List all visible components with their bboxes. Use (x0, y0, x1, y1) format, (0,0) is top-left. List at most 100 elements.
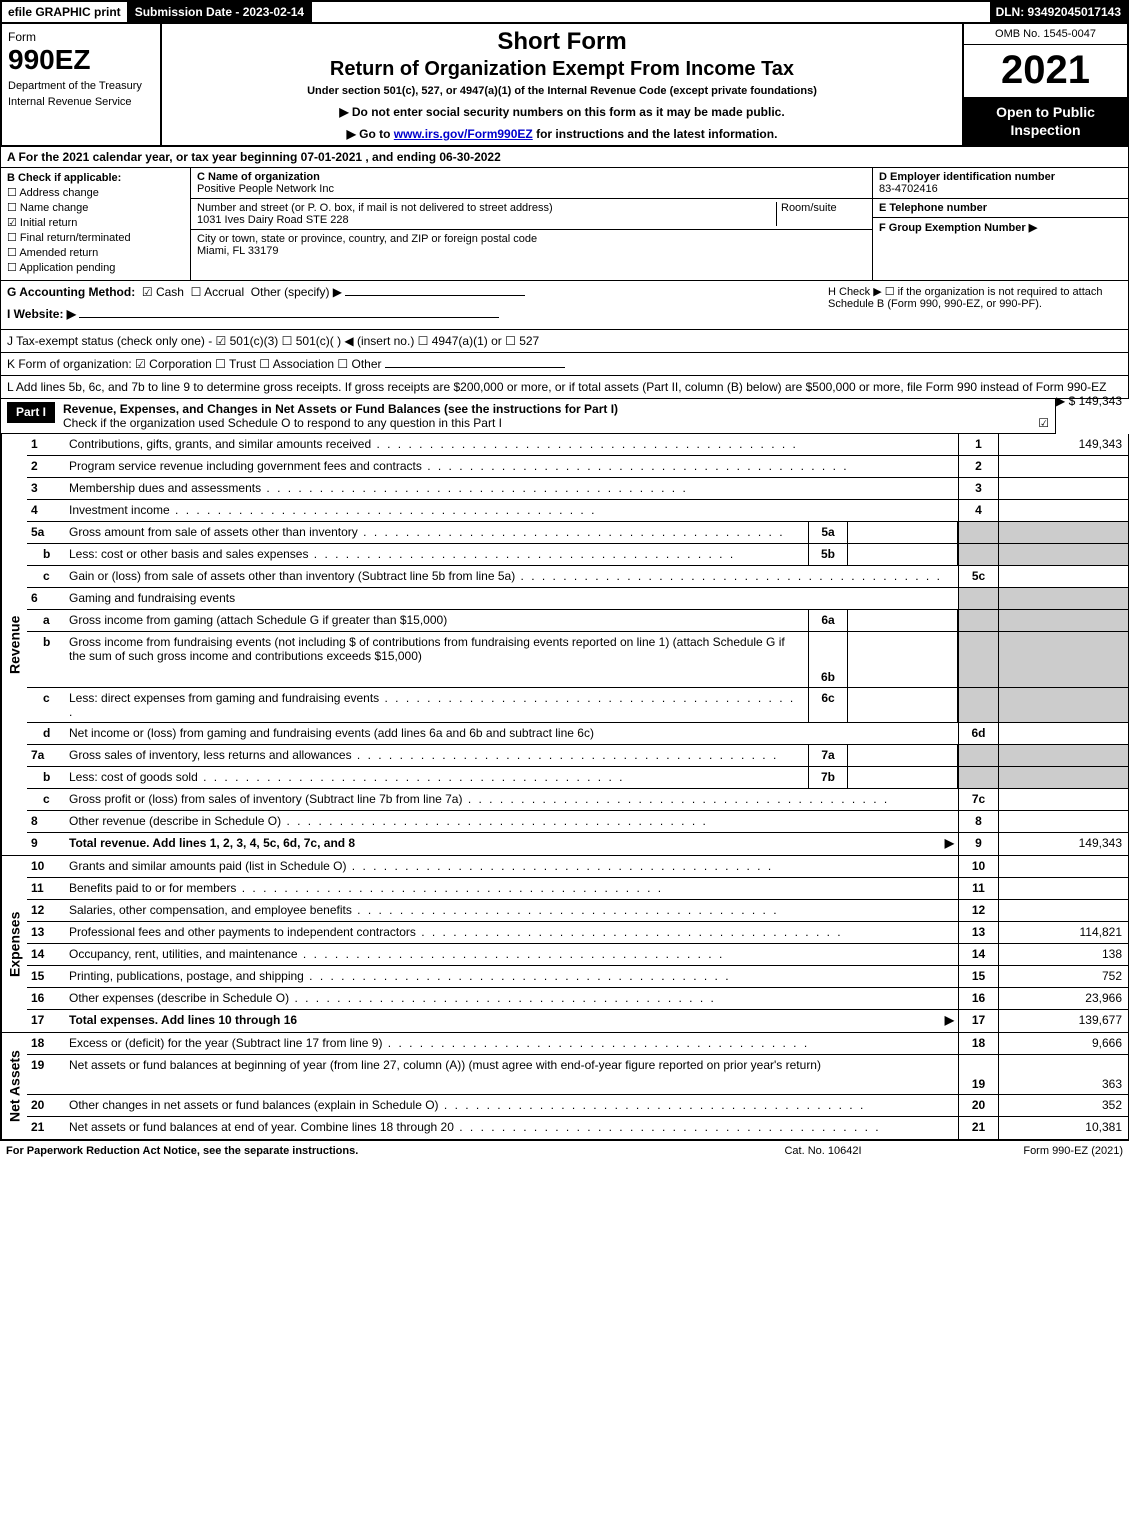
line-6: 6Gaming and fundraising events (27, 588, 1128, 610)
line-8: 8Other revenue (describe in Schedule O)8 (27, 811, 1128, 833)
line-5c: cGain or (loss) from sale of assets othe… (27, 566, 1128, 588)
group-exemption-row: F Group Exemption Number ▶ (873, 218, 1128, 237)
submission-date-label: Submission Date - 2023-02-14 (129, 2, 312, 22)
city-value: Miami, FL 33179 (197, 245, 279, 257)
block-g-h-i: G Accounting Method: ☑ Cash ☐ Accrual Ot… (0, 281, 1129, 330)
line-3: 3Membership dues and assessments3 (27, 478, 1128, 500)
expenses-section: Expenses 10Grants and similar amounts pa… (0, 856, 1129, 1033)
col-c-org-info: C Name of organization Positive People N… (191, 168, 873, 280)
tax-year: 2021 (964, 45, 1127, 97)
line-12: 12Salaries, other compensation, and empl… (27, 900, 1128, 922)
form-number: 990EZ (8, 44, 154, 76)
org-name-value: Positive People Network Inc (197, 183, 334, 195)
line-6b: bGross income from fundraising events (n… (27, 632, 1128, 688)
org-city-row: City or town, state or province, country… (191, 230, 872, 260)
goto-post: for instructions and the latest informat… (533, 127, 778, 141)
gi-left: G Accounting Method: ☑ Cash ☐ Accrual Ot… (7, 285, 822, 325)
g-other[interactable]: Other (specify) ▶ (251, 285, 342, 299)
j-text: J Tax-exempt status (check only one) - ☑… (7, 334, 539, 348)
g-other-blank[interactable] (345, 295, 525, 296)
org-name-label: C Name of organization (197, 171, 320, 183)
arrow-icon: ▶ (945, 836, 954, 850)
room-suite-label: Room/suite (781, 202, 837, 214)
line-14: 14Occupancy, rent, utilities, and mainte… (27, 944, 1128, 966)
line-9: 9Total revenue. Add lines 1, 2, 3, 4, 5c… (27, 833, 1128, 855)
website-blank[interactable] (79, 317, 499, 318)
line-2: 2Program service revenue including gover… (27, 456, 1128, 478)
col-b-checkboxes: B Check if applicable: ☐ Address change … (1, 168, 191, 280)
page-footer: For Paperwork Reduction Act Notice, see … (0, 1140, 1129, 1161)
address-value: 1031 Ives Dairy Road STE 228 (197, 214, 349, 226)
omb-number: OMB No. 1545-0047 (964, 24, 1127, 45)
line-11: 11Benefits paid to or for members11 (27, 878, 1128, 900)
chk-initial-return[interactable]: ☑ Initial return (7, 216, 184, 229)
part-i-check[interactable]: ☑ (1038, 416, 1049, 430)
chk-application-pending[interactable]: ☐ Application pending (7, 261, 184, 274)
block-l-gross-receipts: L Add lines 5b, 6c, and 7b to line 9 to … (0, 376, 1129, 399)
k-other-blank[interactable] (385, 367, 565, 368)
group-exemption-label: F Group Exemption Number ▶ (879, 222, 1037, 234)
form-word: Form (8, 30, 154, 44)
accounting-method-line: G Accounting Method: ☑ Cash ☐ Accrual Ot… (7, 285, 822, 299)
goto-pre: ▶ Go to (347, 127, 394, 141)
irs-link[interactable]: www.irs.gov/Form990EZ (394, 127, 533, 141)
net-assets-section: Net Assets 18Excess or (deficit) for the… (0, 1033, 1129, 1140)
city-label: City or town, state or province, country… (197, 233, 537, 245)
title-short-form: Short Form (170, 28, 954, 56)
g-accrual[interactable]: Accrual (204, 285, 244, 299)
address-label: Number and street (or P. O. box, if mail… (197, 202, 553, 214)
arrow-icon: ▶ (945, 1013, 954, 1027)
net-assets-table: 18Excess or (deficit) for the year (Subt… (27, 1033, 1128, 1139)
line-10: 10Grants and similar amounts paid (list … (27, 856, 1128, 878)
form-990ez-footer: Form 990-EZ (2021) (923, 1145, 1123, 1157)
line-21: 21Net assets or fund balances at end of … (27, 1117, 1128, 1139)
line-5a: 5aGross amount from sale of assets other… (27, 522, 1128, 544)
line-4: 4Investment income4 (27, 500, 1128, 522)
row-a-tax-year: A For the 2021 calendar year, or tax yea… (0, 147, 1129, 168)
chk-final-return[interactable]: ☐ Final return/terminated (7, 231, 184, 244)
chk-amended-return[interactable]: ☐ Amended return (7, 246, 184, 259)
line-7a: 7aGross sales of inventory, less returns… (27, 745, 1128, 767)
paperwork-notice: For Paperwork Reduction Act Notice, see … (6, 1145, 723, 1157)
line-7b: bLess: cost of goods sold7b (27, 767, 1128, 789)
part-i-title: Revenue, Expenses, and Changes in Net As… (63, 402, 618, 416)
ein-value: 83-4702416 (879, 183, 938, 195)
block-j-tax-exempt: J Tax-exempt status (check only one) - ☑… (0, 330, 1129, 353)
g-cash[interactable]: Cash (156, 285, 184, 299)
telephone-label: E Telephone number (879, 202, 987, 214)
chk-address-change[interactable]: ☐ Address change (7, 186, 184, 199)
website-line: I Website: ▶ (7, 307, 822, 321)
part-i-header-row: Part I Revenue, Expenses, and Changes in… (0, 399, 1056, 434)
col-b-header: B Check if applicable: (7, 172, 121, 184)
line-1: 1Contributions, gifts, grants, and simil… (27, 434, 1128, 456)
org-address-row: Number and street (or P. O. box, if mail… (191, 199, 872, 230)
col-d-e-f: D Employer identification number 83-4702… (873, 168, 1128, 280)
dept-irs: Internal Revenue Service (8, 96, 154, 108)
line-13: 13Professional fees and other payments t… (27, 922, 1128, 944)
revenue-table: 1Contributions, gifts, grants, and simil… (27, 434, 1128, 855)
line-6d: dNet income or (loss) from gaming and fu… (27, 723, 1128, 745)
org-name-row: C Name of organization Positive People N… (191, 168, 872, 199)
revenue-section: Revenue 1Contributions, gifts, grants, a… (0, 434, 1129, 856)
expenses-table: 10Grants and similar amounts paid (list … (27, 856, 1128, 1032)
chk-name-change[interactable]: ☐ Name change (7, 201, 184, 214)
expenses-side-label: Expenses (1, 856, 27, 1032)
open-public-inspection: Open to Public Inspection (964, 97, 1127, 145)
line-18: 18Excess or (deficit) for the year (Subt… (27, 1033, 1128, 1055)
telephone-row: E Telephone number (873, 199, 1128, 218)
part-i-sub: Check if the organization used Schedule … (63, 416, 502, 430)
line-7c: cGross profit or (loss) from sales of in… (27, 789, 1128, 811)
ein-label: D Employer identification number (879, 171, 1055, 183)
row-a-text: A For the 2021 calendar year, or tax yea… (7, 150, 501, 164)
form-header: Form 990EZ Department of the Treasury In… (0, 24, 1129, 147)
header-subtitle: Under section 501(c), 527, or 4947(a)(1)… (170, 85, 954, 97)
block-k-form-org: K Form of organization: ☑ Corporation ☐ … (0, 353, 1129, 376)
l-value: ▶ $ 149,343 (1056, 394, 1122, 408)
header-ssn-warning: ▶ Do not enter social security numbers o… (170, 105, 954, 119)
block-b-through-f: B Check if applicable: ☐ Address change … (0, 168, 1129, 281)
line-6c: cLess: direct expenses from gaming and f… (27, 688, 1128, 723)
i-label: I Website: ▶ (7, 307, 76, 321)
k-text: K Form of organization: ☑ Corporation ☐ … (7, 357, 382, 371)
dln-label: DLN: 93492045017143 (990, 2, 1127, 22)
header-center: Short Form Return of Organization Exempt… (162, 24, 962, 145)
